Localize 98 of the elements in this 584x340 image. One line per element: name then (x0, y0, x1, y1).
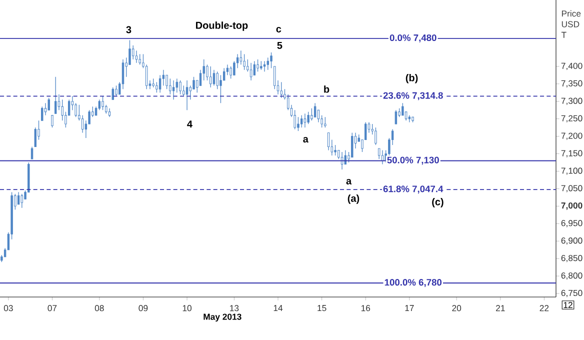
candlestick (300, 114, 303, 128)
candlestick (145, 64, 148, 90)
annotation: c (276, 26, 282, 32)
candlestick (220, 74, 222, 104)
y-tick-label: 7,250 (561, 115, 582, 122)
x-tick-label: 15 (318, 305, 326, 312)
x-tick-label: 03 (4, 305, 13, 312)
y-tick-label: 6,900 (561, 238, 582, 245)
candlestick (253, 60, 256, 76)
candlestick (41, 106, 44, 121)
candlestick (102, 96, 104, 110)
candlestick (304, 113, 306, 128)
candlestick (30, 146, 34, 160)
candlestick (54, 76, 57, 114)
candlestick (162, 70, 165, 86)
candlestick (34, 127, 36, 148)
ref-line-label: 100.0% 6,780 (384, 279, 442, 288)
x-tick-label: 21 (496, 305, 505, 312)
candlestick (230, 66, 232, 79)
annotation: (b) (406, 74, 418, 84)
candlestick (186, 80, 188, 110)
annotation: b (324, 85, 330, 93)
candlestick (115, 85, 118, 96)
y-tick-label: 7,050 (561, 185, 582, 192)
candlestick (179, 80, 182, 95)
y-tick-label: 7,150 (561, 150, 582, 158)
ref-line-label: 61.8% 7,047.4 (383, 186, 444, 194)
candlestick (182, 85, 185, 96)
annotation: 5 (277, 42, 282, 49)
candlestick (81, 114, 84, 134)
candlestick (138, 54, 141, 65)
annotation: Double-top (196, 22, 248, 31)
x-axis-title: May 2013 (204, 314, 242, 322)
x-tick-label: 10 (182, 305, 192, 312)
x-tick-label: 09 (138, 305, 148, 312)
candlestick (270, 52, 272, 68)
x-tick-label: 17 (405, 305, 414, 312)
candlestick (317, 110, 320, 123)
ref-line-label: 0.0% 7,480 (390, 34, 436, 42)
y-tick-label: 6,950 (561, 220, 582, 228)
ref-line-label: 23.6% 7,314.8 (383, 92, 443, 100)
ref-line-label: 50.0% 7,130 (387, 156, 439, 165)
candlestick (240, 50, 242, 65)
y-tick-label: 6,800 (561, 272, 582, 280)
candlestick (243, 54, 246, 70)
candlestick (112, 87, 114, 100)
candlestick (206, 64, 208, 81)
annotation: a (346, 178, 352, 184)
candlestick (210, 66, 212, 88)
candlestick (172, 80, 175, 100)
annotation: (a) (348, 194, 360, 204)
candlestick (324, 116, 326, 128)
x-tick-label: 16 (361, 305, 370, 312)
candlestick (394, 110, 398, 124)
x-tick-label: 20 (452, 305, 462, 312)
x-tick-label: 14 (274, 305, 283, 312)
y-tick-label: 6,850 (561, 254, 582, 262)
candlestick (280, 82, 282, 98)
candlestick (408, 114, 411, 123)
annotation: 3 (126, 26, 132, 34)
annotation: 4 (187, 120, 192, 128)
candlestick (192, 76, 195, 90)
candlestick (334, 144, 336, 156)
y-tick-label: 7,000 (561, 202, 582, 210)
y-tick-label: 7,300 (561, 98, 582, 105)
candlestick (374, 127, 377, 146)
candlestick (402, 102, 404, 116)
candlestick (158, 74, 162, 93)
y-axis-title: Price USD T (561, 10, 581, 38)
candlestick (199, 70, 202, 86)
annotation: (c) (432, 198, 444, 208)
x-tick-label: 13 (230, 305, 239, 312)
y-tick-label: 6,750 (561, 290, 582, 298)
x-tick-label: 07 (48, 305, 57, 312)
y-tick-label: 7,400 (561, 62, 582, 70)
x-tick-label: 08 (94, 305, 104, 312)
candlestick (250, 62, 252, 81)
candlestick (310, 108, 313, 121)
candlestick (135, 50, 138, 64)
candlestick (20, 194, 24, 208)
candlestick (307, 111, 310, 124)
candlestick (297, 116, 300, 132)
candlestick (51, 114, 54, 128)
text: 12 (564, 302, 572, 308)
candlestick (216, 71, 218, 90)
candlestick (351, 132, 354, 158)
candlestick (314, 102, 316, 118)
annotation: a (303, 137, 308, 143)
y-tick-label: 7,200 (561, 132, 582, 140)
candlestick (128, 40, 131, 65)
y-tick-label: 7,350 (561, 80, 582, 88)
candlestick (156, 82, 158, 93)
x-tick-label: 22 (540, 305, 549, 312)
candlestick (256, 59, 259, 72)
candlestick (266, 57, 270, 70)
candlestick (327, 132, 330, 151)
candlestick (212, 70, 216, 86)
y-tick-label: 7,100 (561, 168, 582, 175)
